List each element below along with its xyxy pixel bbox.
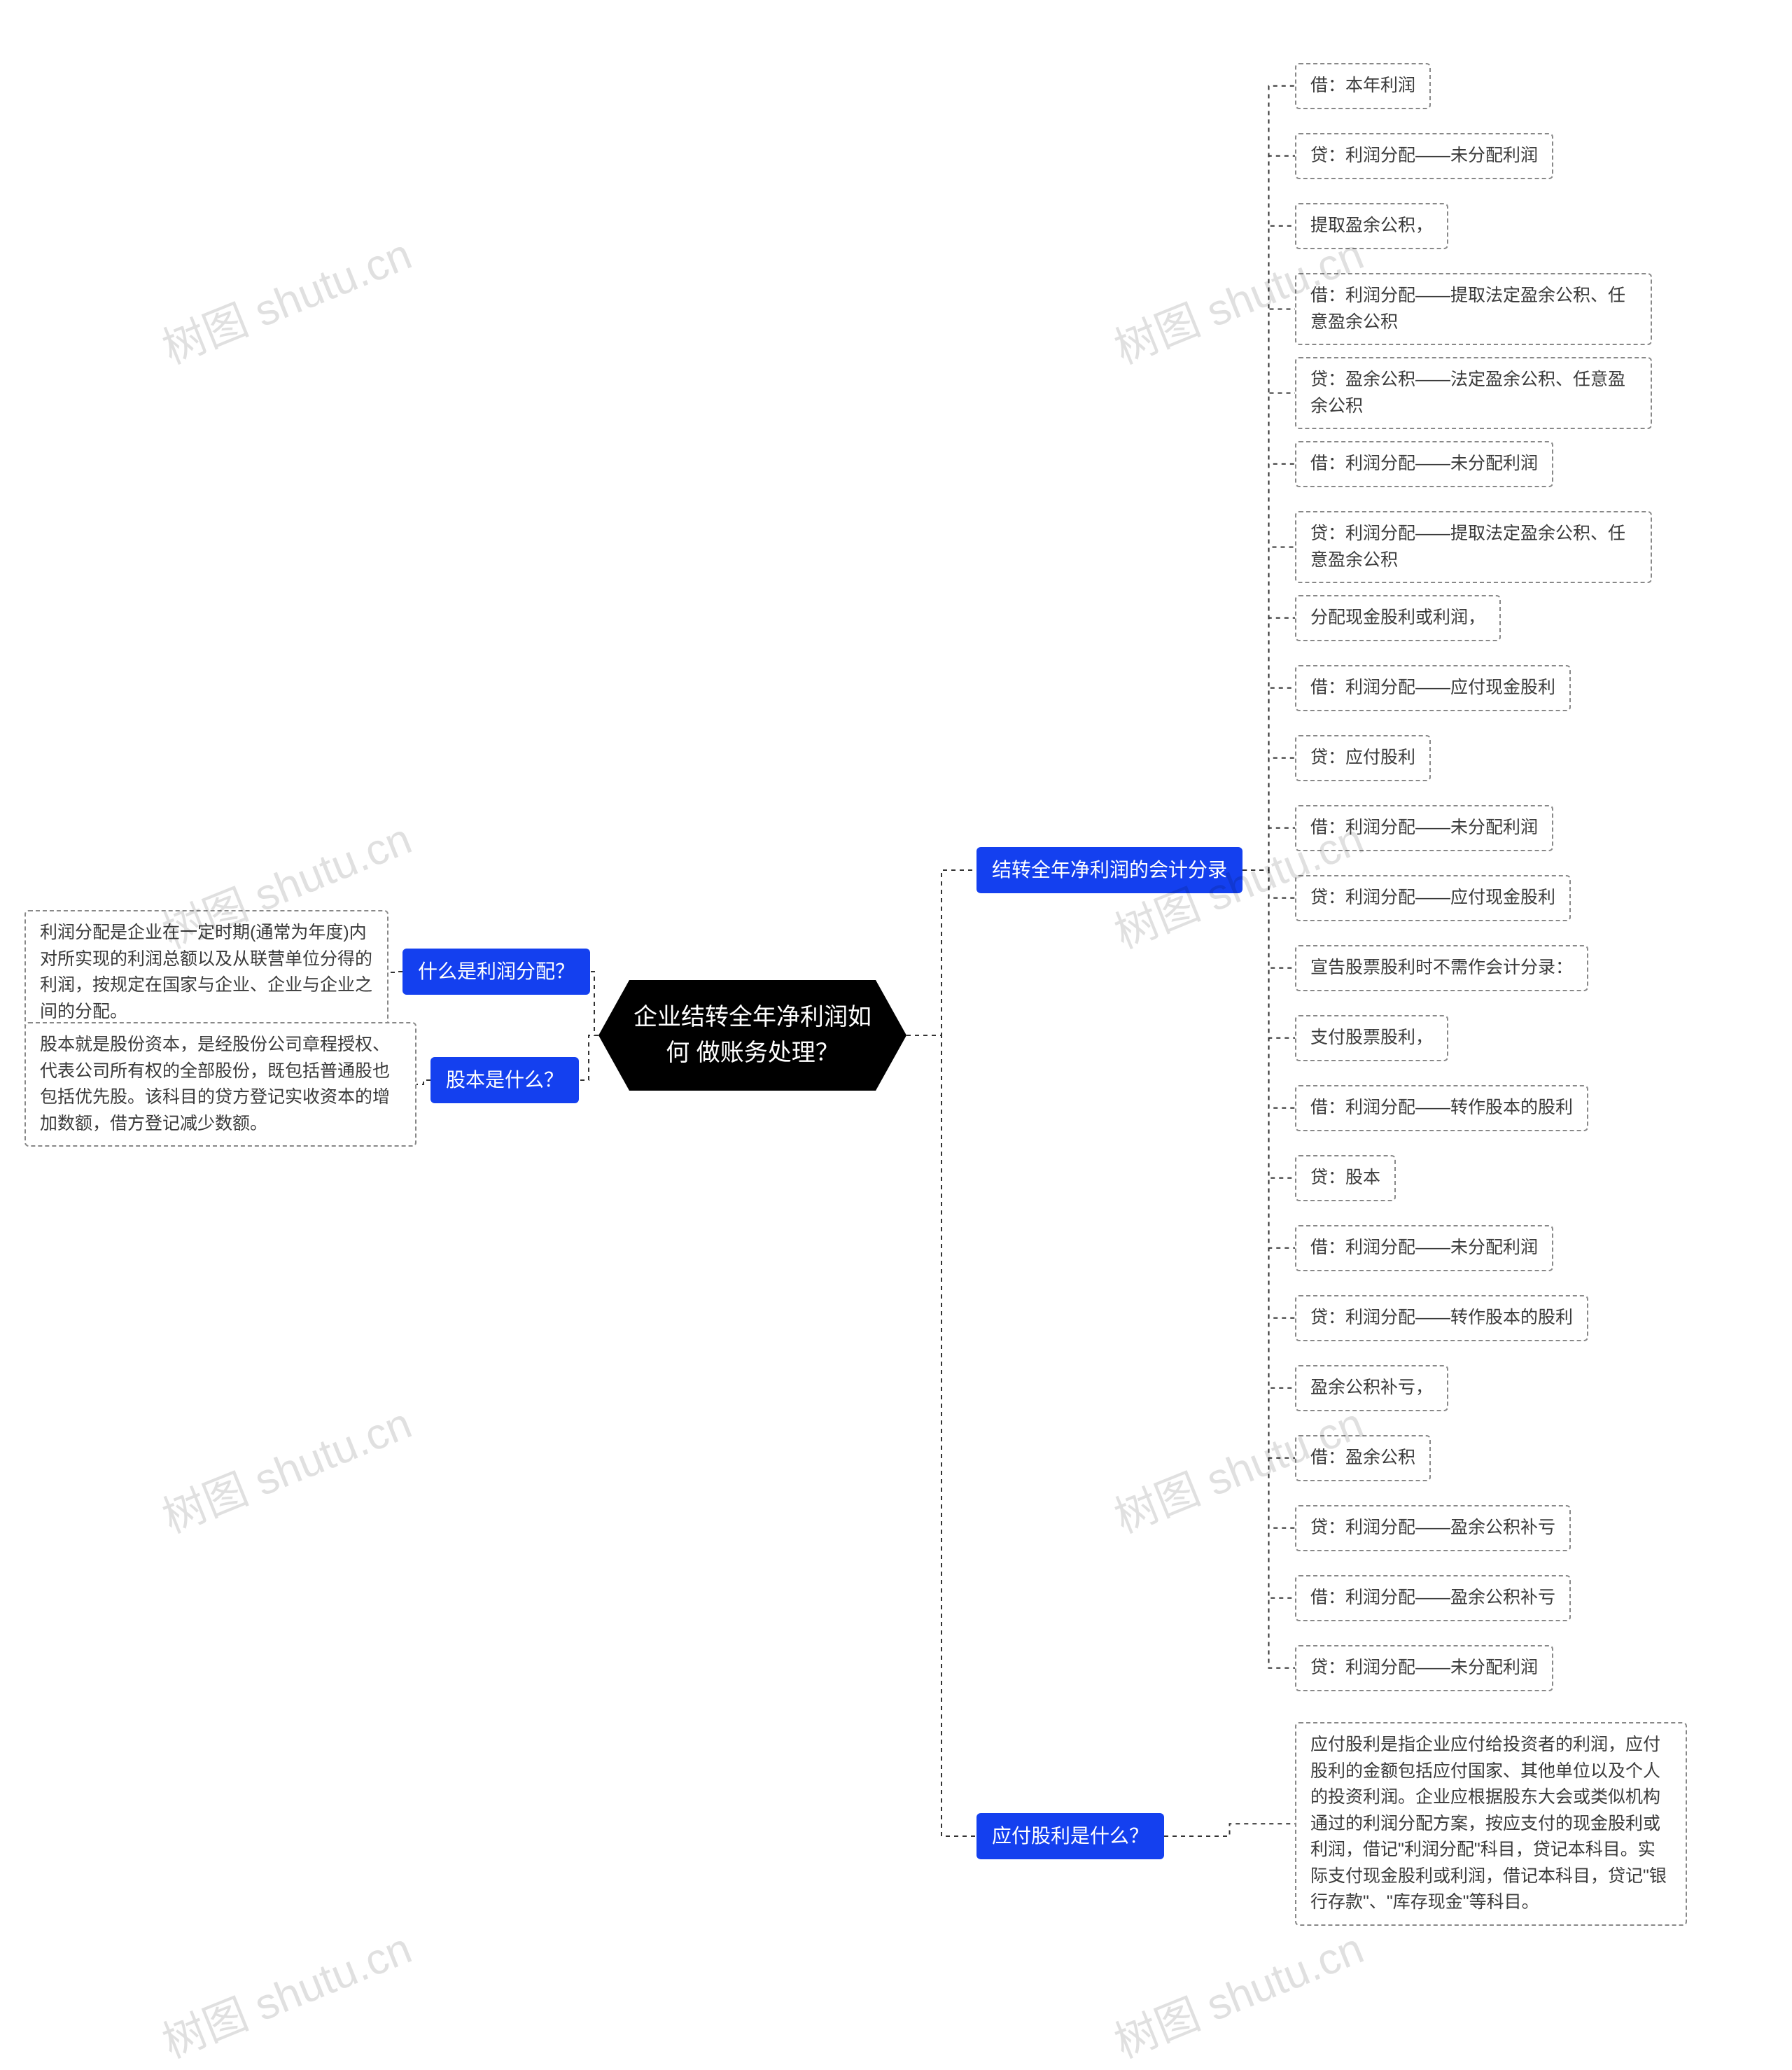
entry-19: 盈余公积补亏， [1295,1365,1448,1411]
entry-5: 贷：盈余公积——法定盈余公积、任意盈余公积 [1295,357,1652,429]
entry-10: 贷：应付股利 [1295,735,1431,781]
branch-profit-distribution: 什么是利润分配？ [402,949,590,995]
entry-6: 借：利润分配——未分配利润 [1295,441,1553,487]
entry-17: 借：利润分配——未分配利润 [1295,1225,1553,1271]
entry-16: 贷：股本 [1295,1155,1396,1201]
entry-22: 借：利润分配——盈余公积补亏 [1295,1575,1571,1621]
entry-8: 分配现金股利或利润， [1295,595,1501,641]
watermark: 树图 shutu.cn [152,1913,419,2070]
watermark: 树图 shutu.cn [152,1388,419,1545]
entry-13: 宣告股票股利时不需作会计分录： [1295,945,1588,991]
entry-14: 支付股票股利， [1295,1015,1448,1061]
mindmap-canvas: { "type": "mindmap", "canvas": { "width"… [0,0,1792,2062]
entry-21: 贷：利润分配——盈余公积补亏 [1295,1505,1571,1551]
entry-15: 借：利润分配——转作股本的股利 [1295,1085,1588,1131]
watermark: 树图 shutu.cn [1104,1913,1371,2070]
entry-7: 贷：利润分配——提取法定盈余公积、任意盈余公积 [1295,511,1652,583]
leaf-profit-distribution-def: 利润分配是企业在一定时期(通常为年度)内对所实现的利润总额以及从联营单位分得的利… [24,910,388,1035]
leaf-share-capital-def: 股本就是股份资本，是经股份公司章程授权、代表公司所有权的全部股份，既包括普通股也… [24,1022,416,1147]
entry-9: 借：利润分配——应付现金股利 [1295,665,1571,711]
branch-accounting-entries: 结转全年净利润的会计分录 [976,847,1242,893]
entry-23: 贷：利润分配——未分配利润 [1295,1645,1553,1691]
entry-20: 借：盈余公积 [1295,1435,1431,1481]
entry-4: 借：利润分配——提取法定盈余公积、任意盈余公积 [1295,273,1652,345]
branch-dividends-payable: 应付股利是什么？ [976,1813,1164,1859]
branch-share-capital: 股本是什么？ [430,1057,579,1103]
watermark: 树图 shutu.cn [152,219,419,376]
root-node: 企业结转全年净利润如何 做账务处理？ [598,980,906,1091]
entry-12: 贷：利润分配——应付现金股利 [1295,875,1571,921]
entry-3: 提取盈余公积， [1295,203,1448,249]
entry-18: 贷：利润分配——转作股本的股利 [1295,1295,1588,1341]
entry-2: 贷：利润分配——未分配利润 [1295,133,1553,179]
leaf-dividends-payable-def: 应付股利是指企业应付给投资者的利润，应付股利的金额包括应付国家、其他单位以及个人… [1295,1722,1687,1926]
entry-1: 借：本年利润 [1295,63,1431,109]
entry-11: 借：利润分配——未分配利润 [1295,805,1553,851]
